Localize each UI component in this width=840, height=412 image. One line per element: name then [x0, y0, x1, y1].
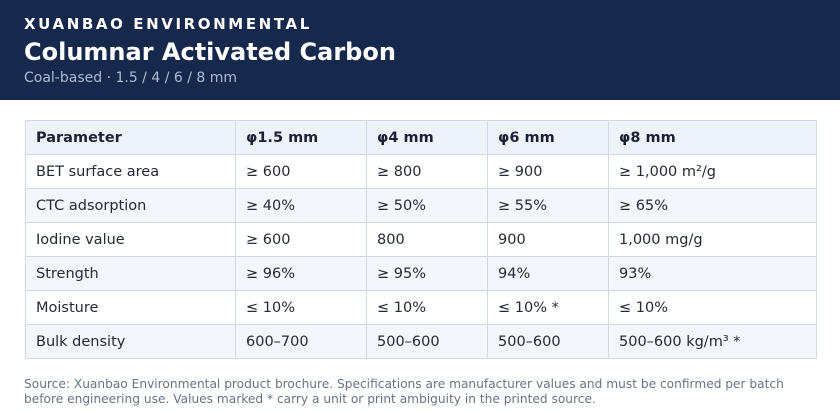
table-cell: ≥ 65%: [608, 188, 817, 223]
table-cell: ≥ 800: [366, 154, 488, 189]
column-header-1-5mm: φ1.5 mm: [235, 120, 367, 155]
table-cell: ≥ 50%: [366, 188, 488, 223]
column-header-6mm: φ6 mm: [487, 120, 609, 155]
table-cell: ≥ 1,000 m²/g: [608, 154, 817, 189]
row-label: Iodine value: [25, 222, 236, 257]
page-subtitle: Coal-based · 1.5 / 4 / 6 / 8 mm: [24, 70, 238, 86]
table-cell: 93%: [608, 256, 817, 291]
table-cell: 500–600: [366, 324, 488, 359]
table-cell: ≥ 600: [235, 154, 367, 189]
table-cell: 600–700: [235, 324, 367, 359]
table-row: CTC adsorption ≥ 40% ≥ 50% ≥ 55% ≥ 65%: [25, 188, 817, 223]
table-row: Iodine value ≥ 600 800 900 1,000 mg/g: [25, 222, 817, 257]
table-cell: 1,000 mg/g: [608, 222, 817, 257]
table-cell: ≤ 10% *: [487, 290, 609, 325]
column-header-8mm: φ8 mm: [608, 120, 817, 155]
header-banner: XUANBAO ENVIRONMENTAL Columnar Activated…: [0, 0, 840, 100]
column-header-4mm: φ4 mm: [366, 120, 488, 155]
spec-table: Parameter φ1.5 mm φ4 mm φ6 mm φ8 mm BET …: [25, 120, 817, 359]
row-label: Bulk density: [25, 324, 236, 359]
table-row: Bulk density 600–700 500–600 500–600 500…: [25, 324, 817, 359]
table-cell: ≥ 95%: [366, 256, 488, 291]
table-cell: 500–600: [487, 324, 609, 359]
table-row: Strength ≥ 96% ≥ 95% 94% 93%: [25, 256, 817, 291]
row-label: Strength: [25, 256, 236, 291]
page-title: Columnar Activated Carbon: [24, 38, 396, 66]
table-cell: 94%: [487, 256, 609, 291]
row-label: BET surface area: [25, 154, 236, 189]
source-note: Source: Xuanbao Environmental product br…: [24, 377, 784, 406]
table-cell: ≥ 40%: [235, 188, 367, 223]
table-cell: ≤ 10%: [366, 290, 488, 325]
table-cell: ≤ 10%: [608, 290, 817, 325]
table-cell: ≥ 900: [487, 154, 609, 189]
table-cell: ≤ 10%: [235, 290, 367, 325]
table-cell: 900: [487, 222, 609, 257]
table-cell: ≥ 96%: [235, 256, 367, 291]
table-cell: 800: [366, 222, 488, 257]
table-header-row: Parameter φ1.5 mm φ4 mm φ6 mm φ8 mm: [25, 120, 817, 155]
table-cell: ≥ 55%: [487, 188, 609, 223]
table-cell: 500–600 kg/m³ *: [608, 324, 817, 359]
row-label: Moisture: [25, 290, 236, 325]
column-header-parameter: Parameter: [25, 120, 236, 155]
table-row: BET surface area ≥ 600 ≥ 800 ≥ 900 ≥ 1,0…: [25, 154, 817, 189]
table-cell: ≥ 600: [235, 222, 367, 257]
row-label: CTC adsorption: [25, 188, 236, 223]
brand-name: XUANBAO ENVIRONMENTAL: [24, 15, 312, 33]
table-row: Moisture ≤ 10% ≤ 10% ≤ 10% * ≤ 10%: [25, 290, 817, 325]
